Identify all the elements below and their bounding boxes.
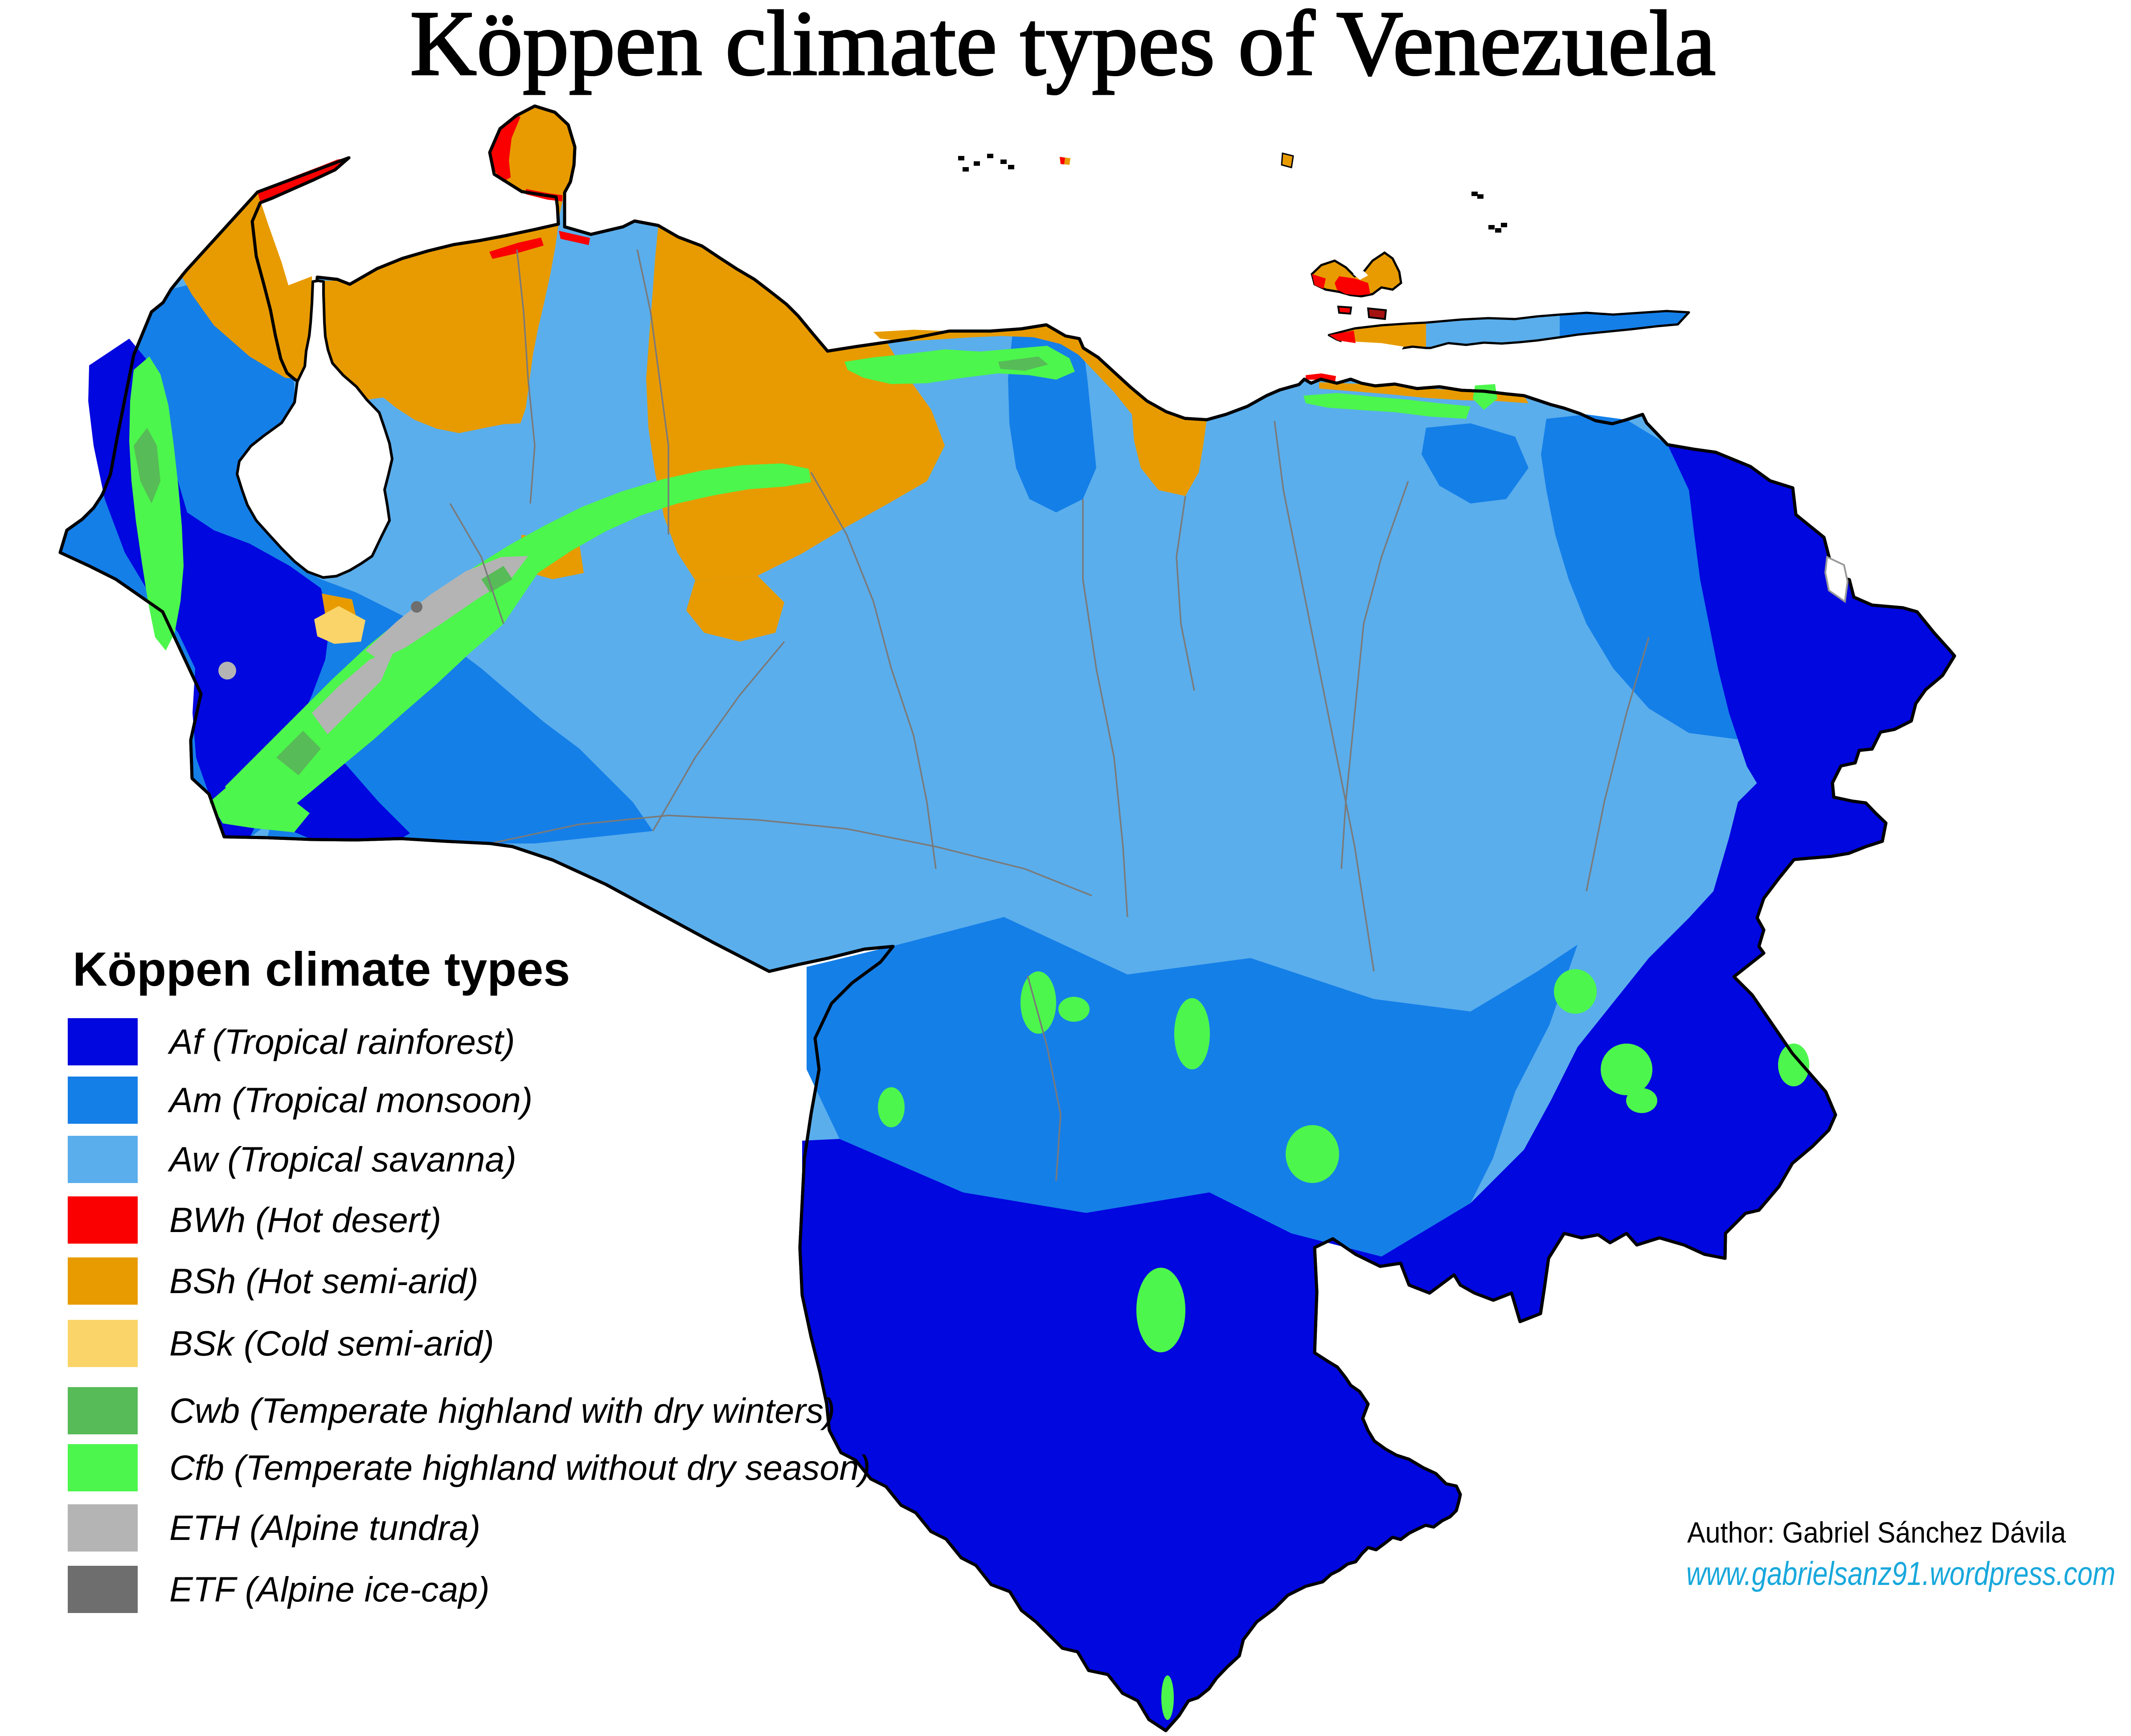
svg-text:Cwb (Temperate highland with d: Cwb (Temperate highland with dry winters… (169, 1391, 835, 1430)
svg-text:www.gabrielsanz91.wordpress.co: www.gabrielsanz91.wordpress.com (1686, 1555, 2115, 1592)
svg-text:Author: Gabriel Sánchez Dávila: Author: Gabriel Sánchez Dávila (1687, 1516, 2066, 1549)
svg-text:BSk (Cold semi-arid): BSk (Cold semi-arid) (169, 1323, 494, 1363)
svg-text:ETH (Alpine tundra): ETH (Alpine tundra) (169, 1508, 480, 1548)
svg-text:Cfb (Temperate highland withou: Cfb (Temperate highland without dry seas… (169, 1448, 871, 1487)
svg-text:Af (Tropical rainforest): Af (Tropical rainforest) (168, 1022, 515, 1061)
svg-text:Aw (Tropical savanna): Aw (Tropical savanna) (168, 1139, 516, 1179)
svg-text:Köppen climate types: Köppen climate types (73, 942, 570, 996)
svg-text:BSh (Hot semi-arid): BSh (Hot semi-arid) (169, 1261, 479, 1301)
svg-text:ETF (Alpine ice-cap): ETF (Alpine ice-cap) (169, 1569, 490, 1609)
svg-text:Am (Tropical monsoon): Am (Tropical monsoon) (168, 1080, 533, 1120)
svg-text:Köppen climate types of Venezu: Köppen climate types of Venezuela (410, 0, 1716, 94)
svg-text:BWh (Hot desert): BWh (Hot desert) (169, 1200, 441, 1240)
